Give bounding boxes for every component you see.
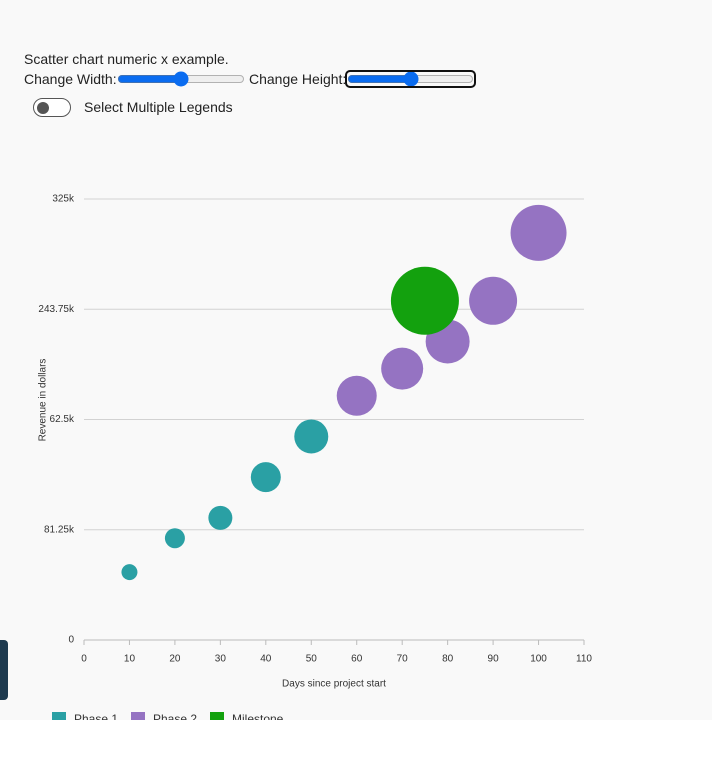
legend-label: Phase 2 [153, 712, 197, 720]
stage: Scatter chart numeric x example. Change … [0, 51, 593, 720]
x-tick-label: 40 [260, 654, 272, 665]
legend-label: Phase 1 [74, 712, 118, 720]
x-tick-label: 70 [397, 654, 409, 665]
y-tick-label: 62.5k [50, 414, 75, 425]
height-label: Change Height: [249, 71, 347, 87]
y-tick-label: 81.25k [44, 524, 75, 535]
x-axis-title: Days since project start [282, 679, 386, 690]
bubble [510, 204, 567, 261]
x-tick-label: 60 [351, 654, 363, 665]
y-tick-label: 0 [68, 635, 74, 646]
y-tick-label: 243.75k [38, 304, 75, 315]
chart: 0 81.25k 62.5k 243.75k 325k 0 10 20 30 40 50 60 70 80… [38, 194, 592, 720]
x-tick-label: 20 [169, 654, 181, 665]
x-tick-label: 110 [576, 654, 592, 665]
x-tick-label: 50 [306, 654, 318, 665]
legend-swatch [52, 712, 66, 720]
bubble [390, 266, 459, 335]
bubble [208, 505, 233, 530]
y-tick-label: 325k [52, 194, 75, 205]
width-slider[interactable] [117, 72, 245, 86]
bubble [469, 276, 518, 325]
legend-swatch [210, 712, 224, 720]
x-tick-label: 90 [488, 654, 500, 665]
bubble [164, 528, 185, 549]
bubble [250, 462, 281, 493]
height-slider[interactable] [345, 70, 476, 88]
x-tick-label: 100 [530, 654, 547, 665]
bubble [381, 347, 424, 390]
legend-swatch [131, 712, 145, 720]
legend-label: Milestone [232, 712, 284, 720]
toggle-label: Select Multiple Legends [84, 99, 233, 115]
caption: Scatter chart numeric x example. [24, 51, 229, 67]
x-tick-label: 80 [442, 654, 454, 665]
bubble [121, 564, 138, 581]
bubble [336, 375, 377, 416]
x-tick-label: 10 [124, 654, 136, 665]
x-tick-label: 0 [81, 654, 87, 665]
legend-toggle[interactable] [33, 98, 71, 117]
toggle-knob [37, 101, 49, 114]
x-tick-label: 30 [215, 654, 227, 665]
width-label: Change Width: [24, 71, 117, 87]
y-axis-title: Revenue in dollars [38, 359, 49, 442]
bubble [294, 419, 329, 454]
side-tab[interactable] [0, 640, 8, 700]
